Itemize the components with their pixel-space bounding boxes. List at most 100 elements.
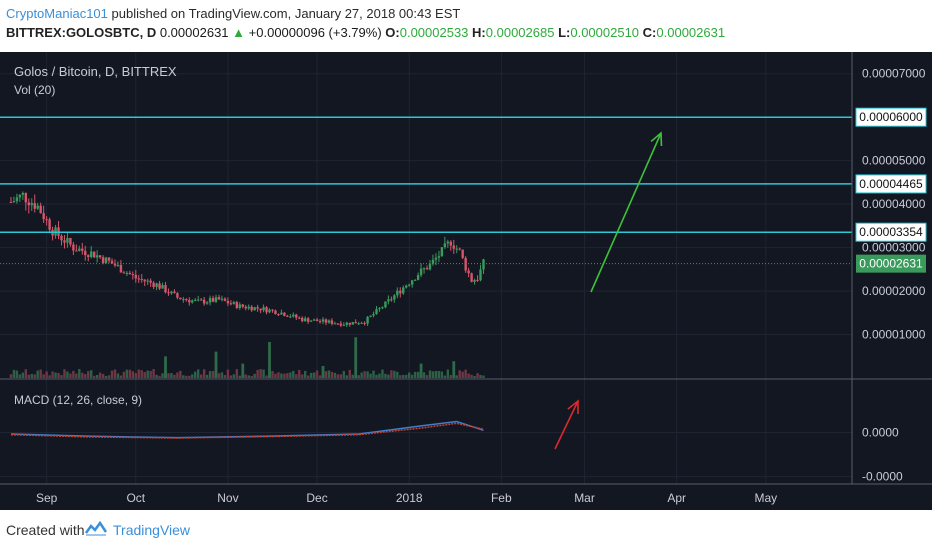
candle-body bbox=[369, 315, 372, 317]
candle-body bbox=[363, 322, 366, 324]
low-value: 0.00002510 bbox=[570, 25, 640, 40]
candle-body bbox=[194, 299, 197, 301]
candle-body bbox=[461, 249, 464, 258]
high-value: 0.00002685 bbox=[485, 25, 555, 40]
volume-bar bbox=[390, 370, 393, 378]
up-arrow-icon: ▲ bbox=[232, 25, 246, 40]
candle-body bbox=[84, 250, 87, 256]
volume-bar bbox=[271, 371, 274, 378]
open-label: O: bbox=[385, 25, 400, 40]
candle-body bbox=[247, 306, 250, 309]
candlesticks bbox=[9, 191, 485, 328]
volume-bar bbox=[410, 374, 414, 378]
volume-bar bbox=[247, 375, 250, 378]
volume-bar bbox=[360, 372, 363, 378]
volume-bar bbox=[315, 370, 319, 378]
candle-body bbox=[315, 319, 319, 322]
volume-bar bbox=[330, 371, 334, 378]
candle-body bbox=[443, 243, 447, 248]
candle-body bbox=[479, 269, 482, 281]
volume-bar bbox=[336, 374, 340, 378]
volume-bar bbox=[425, 375, 429, 378]
candle-body bbox=[75, 250, 78, 252]
volume-bar bbox=[143, 372, 146, 378]
candle-body bbox=[473, 279, 476, 282]
volume-bar bbox=[443, 375, 447, 378]
volume-spike bbox=[164, 356, 167, 378]
chart-area[interactable]: 0.00006000 0.00004465 0.00003354 0.00002631… bbox=[0, 52, 932, 510]
candle-body bbox=[149, 280, 152, 283]
candle-body bbox=[440, 247, 444, 257]
candle-body bbox=[211, 298, 215, 302]
x-tick-label: 2018 bbox=[396, 491, 423, 505]
candle-body bbox=[309, 320, 313, 322]
volume-bar bbox=[170, 373, 173, 378]
volume-spike bbox=[214, 351, 218, 378]
candle-body bbox=[223, 298, 227, 301]
candle-body bbox=[98, 255, 102, 258]
horizontal-levels[interactable]: 0.00006000 0.00004465 0.00003354 0.00002631 bbox=[0, 107, 927, 273]
symbol-name: BITTREX:GOLOSBTC, D bbox=[6, 25, 157, 40]
candle-body bbox=[185, 299, 188, 301]
volume-bar bbox=[413, 371, 417, 378]
candle-body bbox=[30, 203, 33, 206]
candle-body bbox=[378, 308, 381, 310]
chart-background bbox=[0, 52, 932, 510]
volume-bar bbox=[301, 374, 304, 378]
publish-header: CryptoManiac101 published on TradingView… bbox=[0, 0, 932, 48]
volume-bar bbox=[280, 373, 283, 378]
candle-body bbox=[143, 279, 146, 282]
volume-bar bbox=[104, 375, 108, 378]
volume-bar bbox=[458, 370, 461, 378]
volume-bar bbox=[277, 372, 280, 378]
volume-bar bbox=[402, 374, 405, 378]
candle-body bbox=[446, 241, 450, 244]
candle-body bbox=[92, 251, 96, 258]
candle-body bbox=[244, 306, 247, 309]
candle-body bbox=[217, 297, 221, 300]
volume-bar bbox=[176, 372, 179, 378]
volume-spike bbox=[419, 363, 423, 378]
volume-bar bbox=[345, 375, 348, 378]
signal-line bbox=[10, 422, 484, 439]
volume-bar bbox=[357, 375, 360, 378]
candle-body bbox=[12, 201, 16, 203]
author-link[interactable]: CryptoManiac101 bbox=[6, 6, 108, 21]
volume-bar bbox=[194, 371, 197, 378]
volume-bar bbox=[384, 373, 387, 378]
volume-bar bbox=[90, 370, 93, 378]
candle-body bbox=[253, 307, 256, 311]
candle-body bbox=[87, 255, 90, 258]
candle-body bbox=[24, 192, 28, 203]
candle-body bbox=[381, 307, 384, 309]
tradingview-logo-icon bbox=[84, 520, 108, 536]
volume-bar bbox=[45, 371, 48, 378]
volume-bar bbox=[39, 369, 42, 378]
volume-bar bbox=[191, 374, 194, 378]
volume-bar bbox=[199, 374, 203, 378]
candle-body bbox=[36, 205, 39, 209]
volume-bar bbox=[146, 370, 149, 378]
candle-body bbox=[342, 324, 346, 326]
candle-body bbox=[437, 256, 441, 258]
volume-bar bbox=[232, 374, 236, 378]
candle-body bbox=[60, 235, 63, 241]
volume-bar bbox=[283, 373, 286, 378]
candle-body bbox=[277, 314, 280, 316]
candle-body bbox=[241, 304, 244, 307]
candle-body bbox=[107, 257, 111, 261]
candle-body bbox=[9, 201, 13, 203]
volume-bar bbox=[119, 375, 123, 378]
candle-body bbox=[292, 314, 295, 317]
drawn-arrows[interactable] bbox=[554, 131, 663, 450]
volume-bar bbox=[69, 373, 72, 378]
volume-bar bbox=[72, 370, 75, 378]
candle-body bbox=[205, 302, 209, 304]
volume-bar bbox=[211, 371, 215, 378]
candle-body bbox=[66, 238, 69, 243]
price-chart[interactable]: 0.00006000 0.00004465 0.00003354 0.00002631… bbox=[0, 52, 932, 510]
tradingview-brand[interactable]: TradingView bbox=[113, 522, 191, 538]
candle-body bbox=[425, 268, 429, 270]
candle-body bbox=[27, 202, 31, 206]
volume-bar bbox=[339, 374, 343, 378]
